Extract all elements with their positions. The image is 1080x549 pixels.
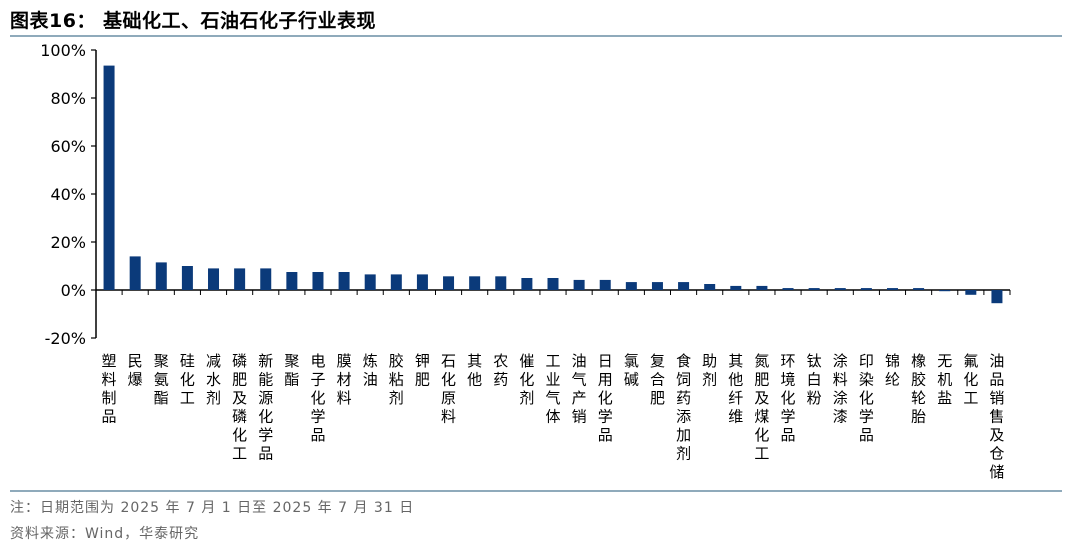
x-tick-label: 氮肥及煤化工 <box>754 352 769 463</box>
bar <box>730 285 742 290</box>
x-tick-label: 油品销售及仓储 <box>989 352 1004 481</box>
x-tick-label: 工业气体 <box>545 352 560 426</box>
bar <box>338 272 350 290</box>
bottom-divider <box>10 490 1062 492</box>
bar <box>991 290 1003 304</box>
bar <box>260 268 272 290</box>
bar <box>390 274 402 290</box>
x-tick-label: 助剂 <box>702 352 717 389</box>
bar <box>625 282 637 290</box>
bar <box>782 288 794 290</box>
bar <box>886 288 898 290</box>
x-tick-label: 炼油 <box>363 352 378 389</box>
x-tick-label: 塑料制品 <box>102 352 117 426</box>
x-tick-labels: 塑料制品民爆聚氨酯硅化工减水剂磷肥及磷化工新能源化学品聚酯电子化学品膜材料炼油胶… <box>102 352 1005 481</box>
x-tick-label: 印染化学品 <box>859 352 874 444</box>
bar <box>286 272 298 290</box>
x-tick-label: 其他纤维 <box>728 352 743 426</box>
x-tick-label: 聚氨酯 <box>154 352 169 407</box>
x-tick-label: 电子化学品 <box>310 352 325 444</box>
x-tick-label: 食饲药添加剂 <box>676 352 691 463</box>
source-note: 资料来源：Wind，华泰研究 <box>10 526 200 542</box>
bar <box>834 288 846 290</box>
x-tick-label: 聚酯 <box>284 352 299 389</box>
x-tick-label: 催化剂 <box>519 352 534 407</box>
y-tick-label: 0% <box>61 281 86 300</box>
y-tick-labels: 100% 80% 60% 40% 20% 0% -20% <box>40 41 86 348</box>
x-tick-label: 环境化学品 <box>781 352 796 444</box>
chart-axes <box>91 49 1011 339</box>
bar <box>495 276 507 290</box>
bar <box>939 290 951 292</box>
x-tick-label: 石化原料 <box>441 352 456 426</box>
bar <box>860 288 872 290</box>
bar <box>181 266 193 290</box>
x-tick-label: 涂料涂漆 <box>833 352 848 426</box>
bar <box>678 282 690 290</box>
bar <box>704 284 716 290</box>
chart-title: 图表16： 基础化工、石油石化子行业表现 <box>10 10 377 32</box>
bar <box>521 278 533 290</box>
x-tick-label: 氯碱 <box>624 352 639 389</box>
bar <box>913 288 925 290</box>
bar <box>599 279 611 290</box>
bar <box>469 276 481 290</box>
bar <box>965 290 977 295</box>
bar <box>756 285 768 290</box>
x-tick-label: 新能源化学品 <box>258 352 273 463</box>
y-tick-label: 40% <box>50 185 86 204</box>
bar <box>103 65 115 290</box>
x-tick-label: 锦纶 <box>885 352 900 389</box>
bar <box>443 276 455 290</box>
x-tick-label: 钾肥 <box>415 352 430 389</box>
y-tick-label: -20% <box>45 329 86 348</box>
x-tick-label: 民爆 <box>128 352 143 389</box>
x-tick-label: 复合肥 <box>650 352 665 407</box>
x-tick-label: 膜材料 <box>337 352 352 407</box>
bar <box>208 268 220 290</box>
top-divider <box>10 35 1062 37</box>
x-tick-label: 减水剂 <box>206 352 221 407</box>
bar <box>129 256 141 290</box>
bar <box>364 274 376 290</box>
y-tick-label: 60% <box>50 137 86 156</box>
x-tick-label: 橡胶轮胎 <box>911 352 926 426</box>
y-tick-label: 80% <box>50 89 86 108</box>
bar <box>651 282 663 290</box>
x-tick-label: 无机盐 <box>937 352 952 407</box>
x-tick-label: 农药 <box>493 352 508 389</box>
bar <box>416 274 428 290</box>
x-tick-label: 日用化学品 <box>598 352 613 444</box>
bar <box>573 279 585 290</box>
x-tick-label: 磷肥及磷化工 <box>232 352 247 463</box>
x-tick-label: 硅化工 <box>180 352 195 407</box>
x-tick-label: 钛白粉 <box>807 352 822 407</box>
bar <box>312 272 324 290</box>
date-range-note: 注：日期范围为 2025 年 7 月 1 日至 2025 年 7 月 31 日 <box>10 500 415 516</box>
bar <box>155 262 167 290</box>
x-tick-label: 其他 <box>467 352 482 389</box>
bar <box>808 288 820 290</box>
x-tick-label: 胶粘剂 <box>389 352 404 407</box>
x-tick-label: 油气产销 <box>572 352 587 426</box>
y-tick-label: 20% <box>50 233 86 252</box>
y-tick-label: 100% <box>40 41 86 60</box>
bar <box>234 268 246 290</box>
bar <box>547 278 559 290</box>
chart-bars <box>103 65 1003 304</box>
x-tick-label: 氟化工 <box>963 352 978 407</box>
